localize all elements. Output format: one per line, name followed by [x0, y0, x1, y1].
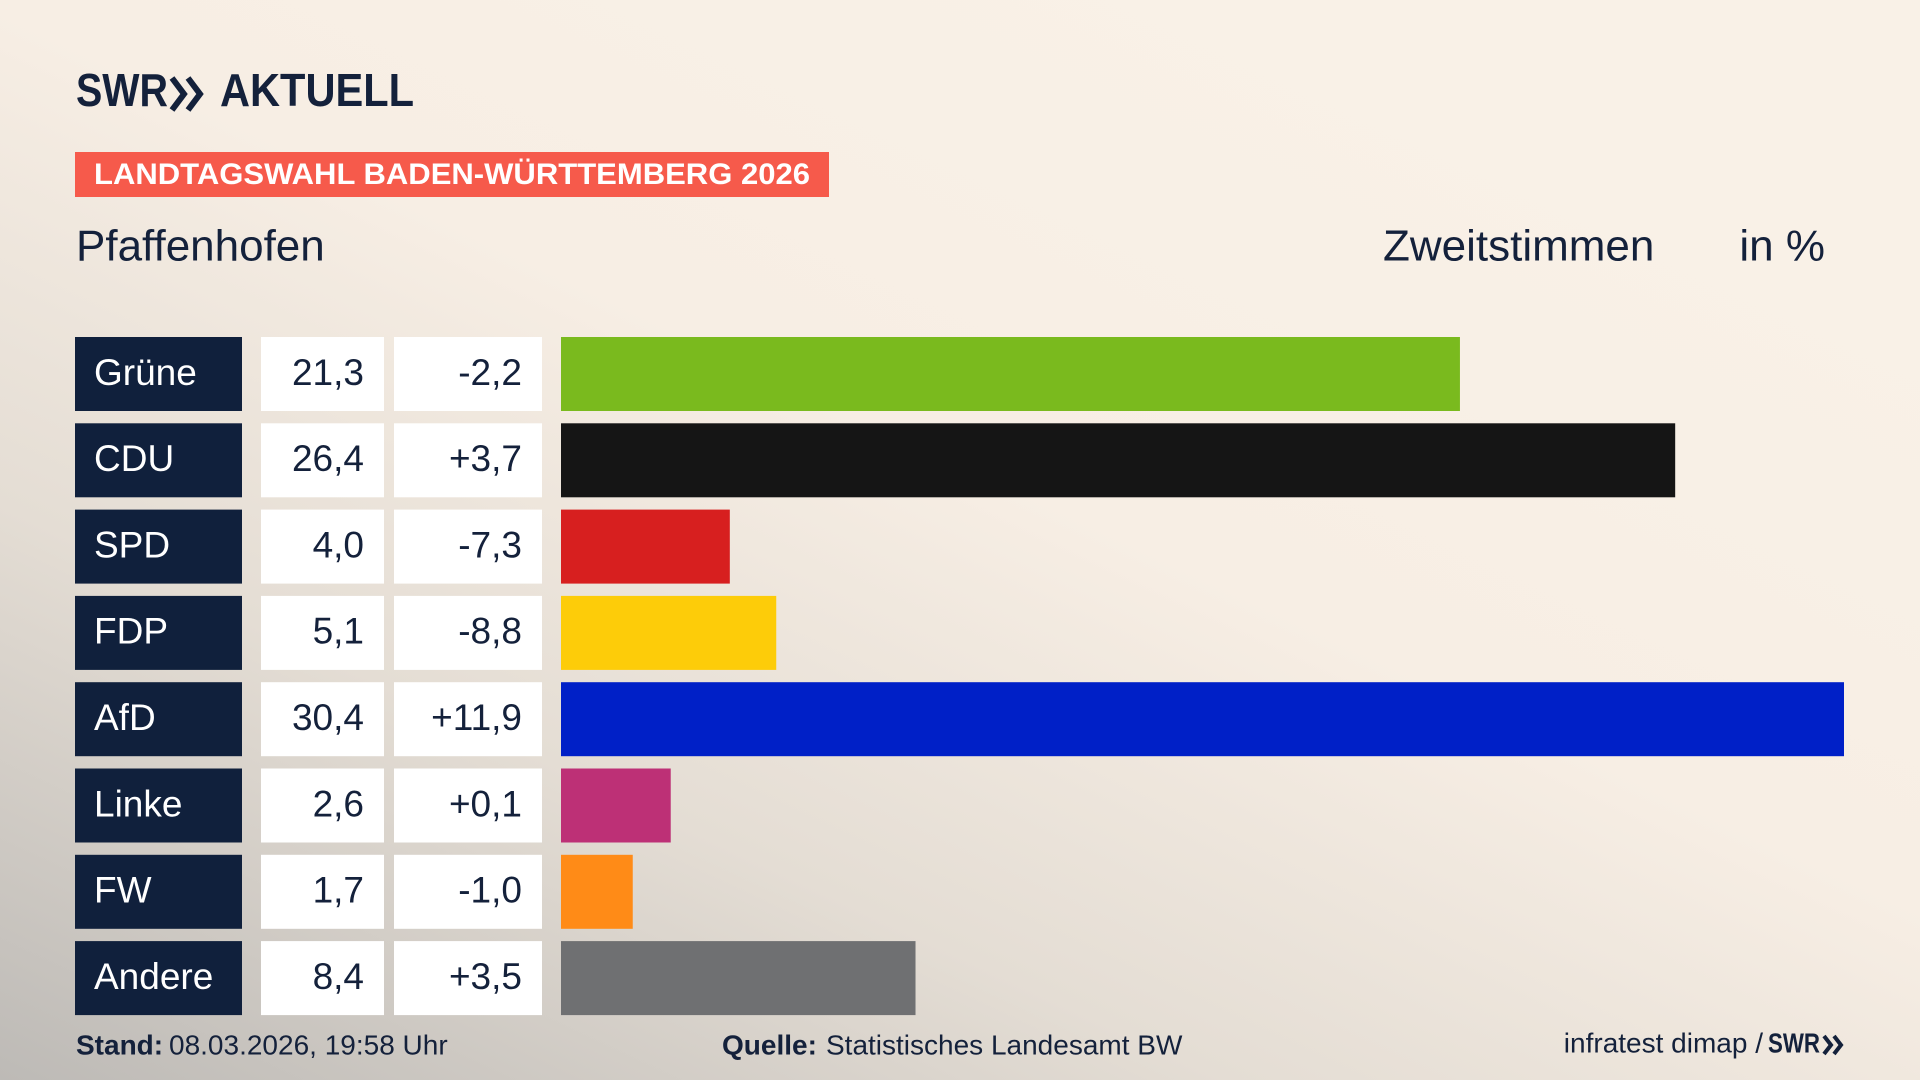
credit-logo: SWR	[1768, 1027, 1820, 1058]
change-box	[394, 509, 542, 584]
source-label: Quelle:	[722, 1029, 817, 1060]
party-box	[75, 768, 242, 843]
bar	[561, 337, 1460, 411]
bar	[561, 423, 1676, 498]
source: Statistisches Landesamt BW	[826, 1029, 1183, 1060]
logo-chevrons	[169, 76, 204, 112]
rows: Grüne 21,3 -2,2 CDU 26,4 +3,7 SPD 4,0 -7,3 FDP 5,1…	[75, 337, 1844, 1016]
value-label: 5,1	[313, 611, 364, 652]
logo: SWR	[76, 64, 168, 116]
change-box	[394, 941, 542, 1016]
value-box	[261, 337, 384, 411]
value-label: 30,4	[292, 697, 364, 738]
change-box	[394, 337, 542, 411]
value-box	[261, 423, 384, 498]
logo-sub: AKTUELL	[220, 64, 414, 116]
bar	[561, 941, 916, 1016]
change-box	[394, 423, 542, 498]
value-label: 1,7	[313, 870, 364, 911]
value-box	[261, 682, 384, 757]
chart-title: LANDTAGSWAHL BADEN-WÜRTTEMBERG 2026	[94, 158, 810, 191]
value-label: 2,6	[313, 783, 364, 824]
value-label: 26,4	[292, 438, 364, 479]
value-box	[261, 768, 384, 843]
change-label: +0,1	[449, 783, 522, 824]
change-box	[394, 682, 542, 757]
credit-chevrons	[1822, 1034, 1844, 1056]
change-label: +11,9	[431, 697, 522, 738]
value-box	[261, 509, 384, 584]
value-box	[261, 854, 384, 929]
change-label: +3,7	[449, 438, 522, 479]
party-box	[75, 682, 242, 757]
value-box	[261, 595, 384, 670]
party-name: Linke	[94, 783, 182, 824]
stand-label: Stand:	[76, 1029, 163, 1060]
party-box	[75, 423, 242, 498]
value-label: 21,3	[292, 352, 364, 393]
change-label: +3,5	[449, 956, 522, 997]
title-box	[75, 152, 829, 197]
party-name: Andere	[94, 956, 213, 997]
party-box	[75, 941, 242, 1016]
change-label: -7,3	[458, 524, 522, 565]
stand: 08.03.2026, 19:58 Uhr	[169, 1029, 448, 1060]
bar	[561, 595, 777, 670]
measure: Zweitstimmen	[1383, 222, 1654, 271]
party-name: FW	[94, 870, 152, 911]
bar	[561, 854, 633, 929]
change-label: -1,0	[458, 870, 522, 911]
change-box	[394, 595, 542, 670]
party-box	[75, 854, 242, 929]
change-box	[394, 854, 542, 929]
party-name: FDP	[94, 611, 168, 652]
bar	[561, 682, 1844, 757]
bar	[561, 768, 671, 843]
change-box	[394, 768, 542, 843]
change-label: -2,2	[458, 352, 522, 393]
unit: in %	[1739, 222, 1825, 271]
party-box	[75, 509, 242, 584]
credit: infratest dimap /	[1564, 1027, 1763, 1058]
party-name: SPD	[94, 524, 170, 565]
value-label: 4,0	[313, 524, 364, 565]
change-label: -8,8	[458, 611, 522, 652]
bar	[561, 509, 730, 584]
subtitle: Pfaffenhofen	[76, 222, 325, 271]
value-label: 8,4	[313, 956, 364, 997]
party-box	[75, 595, 242, 670]
party-name: AfD	[94, 697, 156, 738]
value-box	[261, 941, 384, 1016]
party-name: Grüne	[94, 352, 197, 393]
party-name: CDU	[94, 438, 174, 479]
party-box	[75, 337, 242, 411]
